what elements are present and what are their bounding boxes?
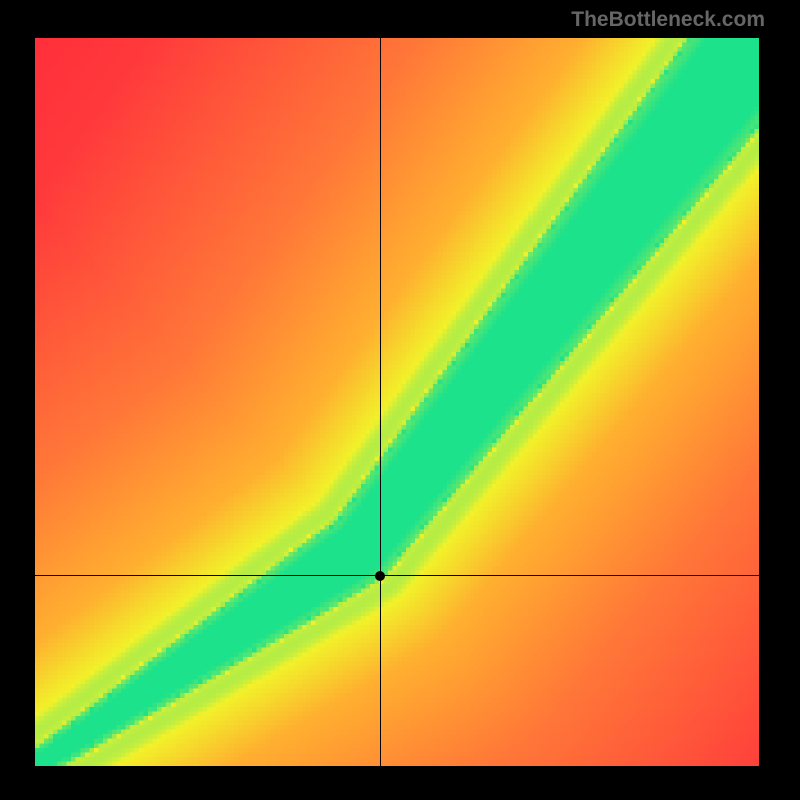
heatmap-canvas (35, 38, 759, 766)
crosshair-horizontal (35, 575, 759, 576)
watermark-text: TheBottleneck.com (571, 8, 765, 32)
crosshair-vertical (380, 38, 381, 766)
chart-container: TheBottleneck.com (0, 0, 800, 800)
